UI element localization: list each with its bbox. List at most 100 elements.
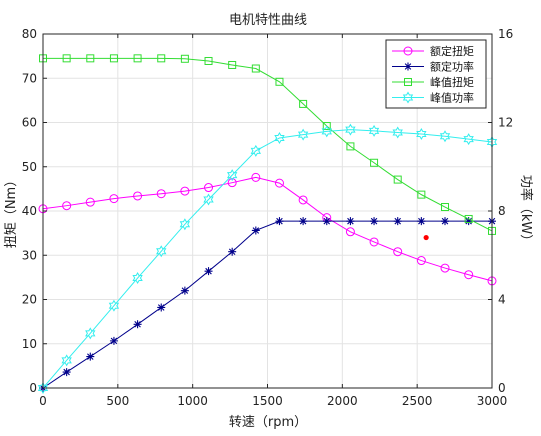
- data-point: [86, 54, 95, 63]
- data-point: [157, 303, 166, 312]
- data-point: [204, 183, 214, 193]
- data-point: [180, 186, 190, 196]
- series-layer: [37, 54, 498, 394]
- data-point: [62, 368, 71, 377]
- data-point: [464, 270, 474, 280]
- legend-marker: [403, 46, 413, 56]
- data-point: [346, 142, 355, 151]
- data-point: [392, 126, 403, 139]
- data-point: [441, 203, 450, 212]
- data-point: [370, 158, 379, 167]
- legend-marker: [404, 62, 412, 71]
- x-tick-label: 500: [106, 394, 129, 408]
- y-right-tick-label: 4: [498, 293, 506, 307]
- data-point: [417, 190, 426, 199]
- data-point: [228, 247, 237, 256]
- data-point: [62, 54, 71, 63]
- x-tick-label: 3000: [477, 394, 508, 408]
- data-point: [440, 263, 450, 273]
- data-point: [416, 256, 426, 266]
- data-point: [463, 133, 474, 146]
- data-point: [108, 299, 120, 312]
- data-point: [132, 272, 143, 285]
- data-point: [297, 128, 309, 141]
- data-point: [393, 217, 402, 226]
- data-point: [180, 286, 189, 295]
- data-point: [346, 217, 355, 226]
- data-point: [345, 227, 355, 237]
- data-point: [369, 237, 379, 247]
- x-tick-label: 2000: [327, 394, 358, 408]
- data-point: [393, 247, 403, 257]
- data-point: [203, 193, 214, 206]
- axis-ticks: 0 500 1000 1500 2000 2500 30000102030405060708…: [22, 27, 514, 408]
- x-tick-label: 2500: [402, 394, 433, 408]
- data-point: [37, 382, 49, 394]
- data-point: [61, 354, 72, 367]
- data-point: [133, 54, 142, 63]
- data-point: [156, 245, 167, 258]
- legend-label: 额定扭矩: [430, 44, 474, 58]
- data-point: [109, 336, 118, 345]
- data-point: [298, 195, 308, 205]
- data-point: [156, 189, 166, 199]
- y-left-tick-label: 50: [22, 160, 37, 174]
- data-point: [250, 144, 262, 157]
- y-axis-title-right: 功率（kW）: [518, 175, 534, 247]
- y-right-tick-label: 16: [498, 27, 513, 41]
- y-left-tick-label: 60: [22, 116, 37, 130]
- y-right-tick-label: 12: [498, 116, 513, 130]
- data-point: [251, 226, 260, 235]
- data-point: [345, 123, 356, 136]
- y-axis-title-left: 扭矩（Nm）: [4, 174, 19, 248]
- data-point: [441, 217, 450, 226]
- legend-marker: [402, 91, 414, 104]
- data-point: [133, 191, 143, 201]
- y-left-tick-label: 70: [22, 71, 37, 85]
- data-point: [251, 64, 260, 73]
- data-point: [62, 201, 72, 211]
- legend-label: 额定功率: [430, 60, 474, 74]
- data-point: [275, 217, 284, 226]
- data-point: [275, 77, 284, 86]
- series-square: [39, 54, 496, 235]
- data-point: [322, 122, 331, 131]
- data-point: [322, 217, 331, 226]
- x-axis-title: 转速（rpm）: [229, 415, 307, 430]
- data-point: [157, 54, 166, 63]
- data-point: [227, 178, 237, 188]
- legend-marker: [404, 78, 412, 86]
- data-point: [204, 267, 213, 276]
- red-point: [423, 234, 429, 241]
- y-left-tick-label: 0: [29, 381, 37, 395]
- data-point: [180, 54, 189, 63]
- data-point: [299, 217, 308, 226]
- data-point: [439, 130, 451, 143]
- data-point: [228, 60, 237, 69]
- data-point: [133, 320, 142, 329]
- data-point: [299, 99, 308, 108]
- data-point: [85, 197, 95, 207]
- data-point: [321, 125, 332, 138]
- series-line: [42, 129, 493, 389]
- y-left-tick-label: 20: [22, 293, 37, 307]
- x-tick-label: 0: [39, 394, 47, 408]
- data-point: [274, 131, 285, 144]
- y-right-tick-label: 0: [498, 381, 506, 395]
- data-point: [416, 128, 427, 140]
- data-point: [368, 124, 380, 137]
- data-point: [464, 217, 473, 226]
- data-point: [204, 56, 213, 65]
- x-tick-label: 1000: [177, 394, 208, 408]
- series-star: [39, 217, 496, 392]
- y-left-tick-label: 80: [22, 27, 37, 41]
- extra-points-layer: [423, 234, 429, 241]
- series-circle: [38, 172, 497, 286]
- data-point: [274, 178, 284, 188]
- legend-label: 峰值扭矩: [430, 75, 474, 89]
- data-point: [226, 169, 238, 182]
- chart-title: 电机特性曲线: [229, 13, 307, 28]
- y-left-tick-label: 40: [22, 204, 37, 218]
- data-point: [417, 217, 426, 226]
